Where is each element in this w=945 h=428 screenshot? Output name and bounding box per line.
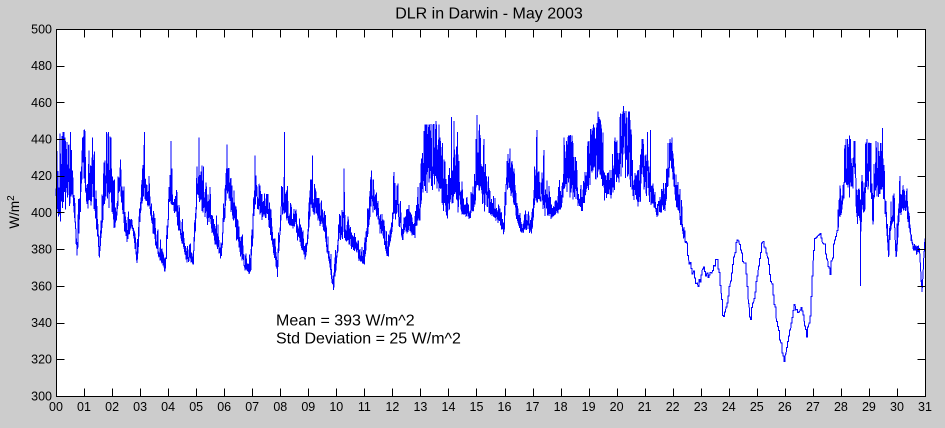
svg-text:23: 23 xyxy=(694,400,708,414)
svg-text:03: 03 xyxy=(133,400,147,414)
svg-text:Mean = 393 W/m^2: Mean = 393 W/m^2 xyxy=(276,313,415,330)
svg-text:340: 340 xyxy=(31,316,52,330)
svg-text:20: 20 xyxy=(610,400,624,414)
svg-text:22: 22 xyxy=(666,400,680,414)
svg-text:24: 24 xyxy=(722,400,736,414)
svg-text:21: 21 xyxy=(638,400,652,414)
svg-text:400: 400 xyxy=(31,206,52,220)
svg-text:Std Deviation = 25 W/m^2: Std Deviation = 25 W/m^2 xyxy=(276,331,461,348)
svg-text:05: 05 xyxy=(189,400,203,414)
svg-text:12: 12 xyxy=(385,400,399,414)
svg-text:W/m2: W/m2 xyxy=(6,195,22,229)
svg-text:18: 18 xyxy=(554,400,568,414)
svg-text:500: 500 xyxy=(31,22,52,36)
svg-text:25: 25 xyxy=(750,400,764,414)
svg-text:15: 15 xyxy=(470,400,484,414)
svg-text:04: 04 xyxy=(161,400,175,414)
svg-text:08: 08 xyxy=(273,400,287,414)
svg-text:09: 09 xyxy=(301,400,315,414)
svg-text:DLR in Darwin - May 2003: DLR in Darwin - May 2003 xyxy=(395,6,583,23)
svg-text:360: 360 xyxy=(31,279,52,293)
svg-text:27: 27 xyxy=(806,400,820,414)
svg-text:460: 460 xyxy=(31,96,52,110)
svg-text:11: 11 xyxy=(358,400,371,414)
svg-text:28: 28 xyxy=(834,400,848,414)
svg-text:420: 420 xyxy=(31,169,52,183)
svg-text:14: 14 xyxy=(442,400,456,414)
svg-text:01: 01 xyxy=(77,400,91,414)
svg-text:26: 26 xyxy=(778,400,792,414)
svg-text:00: 00 xyxy=(49,400,63,414)
svg-text:17: 17 xyxy=(526,400,540,414)
svg-text:380: 380 xyxy=(31,243,52,257)
svg-text:19: 19 xyxy=(582,400,596,414)
svg-text:300: 300 xyxy=(31,389,52,403)
svg-text:02: 02 xyxy=(105,400,119,414)
svg-text:10: 10 xyxy=(329,400,343,414)
svg-text:480: 480 xyxy=(31,59,52,73)
svg-text:320: 320 xyxy=(31,353,52,367)
svg-text:29: 29 xyxy=(862,400,876,414)
svg-text:13: 13 xyxy=(413,400,427,414)
svg-text:07: 07 xyxy=(245,400,259,414)
svg-text:440: 440 xyxy=(31,133,52,147)
svg-text:06: 06 xyxy=(217,400,231,414)
svg-text:30: 30 xyxy=(890,400,904,414)
svg-text:16: 16 xyxy=(498,400,512,414)
svg-text:31: 31 xyxy=(918,400,932,414)
